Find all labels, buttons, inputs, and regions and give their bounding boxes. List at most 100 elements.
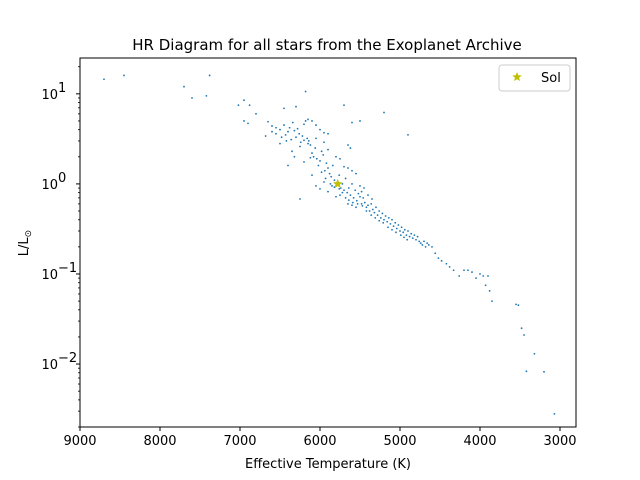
star-point [299, 145, 301, 148]
star-point [533, 352, 536, 355]
x-axis-label: Effective Temperature (K) [245, 457, 411, 472]
x-tick-label: 9000 [63, 434, 96, 449]
x-axis-ticks: 9000 8000 7000 6000 5000 4000 3000 [63, 427, 577, 449]
star-point [319, 160, 321, 162]
star-point [283, 107, 285, 110]
star-point [351, 121, 353, 124]
star-point [410, 232, 413, 235]
star-point [279, 128, 281, 131]
star-point [407, 134, 409, 136]
star-point [463, 269, 465, 272]
star-point [335, 195, 337, 198]
star-point [320, 150, 323, 153]
star-point [303, 139, 305, 142]
star-point [327, 167, 329, 169]
chart-title: HR Diagram for all stars from the Exopla… [132, 36, 522, 54]
star-point [437, 257, 440, 260]
star-point [267, 120, 269, 123]
star-point [391, 228, 393, 231]
star-point [355, 172, 357, 175]
x-tick-label: 8000 [143, 434, 176, 449]
star-point [347, 167, 349, 169]
star-point [421, 244, 424, 246]
star-point [423, 240, 425, 243]
star-point [312, 155, 315, 158]
legend-box [498, 64, 571, 92]
star-point [515, 303, 517, 306]
star-point [299, 198, 301, 200]
star-point [434, 252, 437, 255]
star-point [373, 211, 376, 214]
star-point [399, 230, 401, 232]
star-point [403, 236, 405, 239]
star-point [387, 216, 390, 219]
star-point [255, 112, 257, 115]
star-point [349, 147, 352, 149]
star-point [491, 300, 493, 302]
star-point [315, 137, 317, 140]
star-point [448, 265, 451, 268]
star-point [343, 189, 345, 192]
star-point [440, 259, 443, 262]
star-point [343, 104, 345, 106]
star-point [360, 190, 363, 193]
star-point [365, 210, 368, 212]
star-point [338, 174, 341, 177]
star-point [331, 185, 333, 187]
x-tick-label: 5000 [383, 434, 416, 449]
star-point [271, 125, 273, 127]
star-point [387, 226, 389, 229]
star-point [553, 412, 556, 415]
star-point [361, 204, 364, 207]
star-point [323, 131, 325, 134]
star-point [208, 74, 211, 77]
star-point [407, 230, 409, 232]
star-point [389, 222, 392, 225]
star-point [299, 141, 302, 144]
star-point [315, 157, 318, 160]
star-point [319, 188, 321, 190]
star-point [304, 120, 307, 122]
star-point [298, 132, 301, 135]
star-point [370, 214, 373, 217]
star-point [419, 242, 422, 245]
star-point [488, 289, 491, 292]
star-point [415, 238, 417, 241]
star-point [543, 370, 545, 373]
star-point [378, 219, 381, 222]
star-point [295, 105, 297, 108]
star-point [307, 140, 310, 142]
star-point [330, 175, 333, 178]
star-point [191, 97, 193, 99]
star-point [351, 169, 353, 172]
x-tick-label: 6000 [303, 434, 336, 449]
star-point [338, 188, 341, 190]
star-point [367, 194, 369, 197]
star-point [303, 161, 305, 163]
star-point [319, 128, 321, 131]
legend-sol-label: Sol [541, 71, 561, 86]
star-point [339, 194, 341, 197]
star-point [324, 177, 327, 180]
star-point [383, 218, 385, 221]
star-point [395, 231, 397, 234]
star-point [382, 221, 385, 224]
star-point [363, 201, 366, 204]
star-point [384, 215, 387, 217]
star-point [296, 127, 299, 130]
y-tick-label: 10 [41, 268, 58, 283]
star-point [471, 271, 473, 273]
star-point [327, 148, 329, 151]
star-point [284, 134, 287, 136]
star-point [280, 136, 283, 139]
y-tick-exponent: 1 [58, 81, 66, 96]
star-point [327, 190, 329, 193]
star-point [431, 245, 433, 248]
star-point [402, 231, 405, 234]
star-point [381, 212, 384, 215]
y-axis-label-text: L/L [17, 237, 32, 257]
star-point [347, 199, 350, 202]
star-point [413, 234, 416, 237]
star-point [335, 155, 337, 158]
star-point [325, 162, 328, 165]
